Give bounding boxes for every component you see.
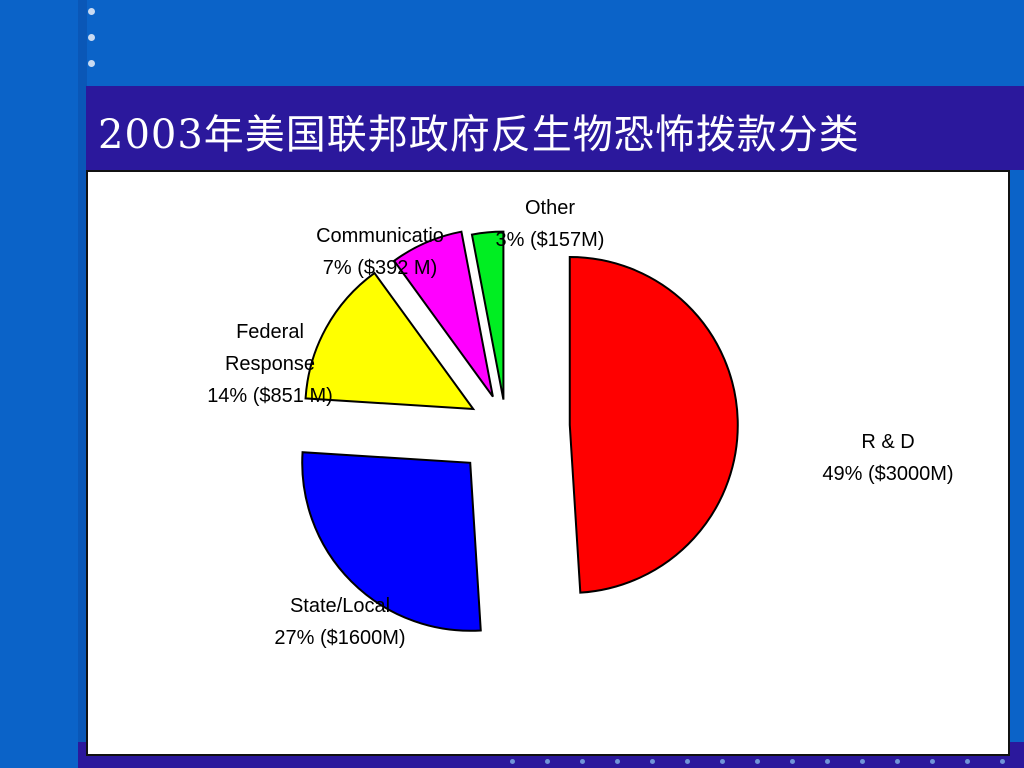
bottom-dot <box>580 759 585 764</box>
bottom-dot <box>965 759 970 764</box>
bottom-dot <box>685 759 690 764</box>
slice-label: 14% ($851 M) <box>207 385 333 407</box>
decorative-dot <box>88 60 95 67</box>
slice-label: State/Local <box>290 595 390 617</box>
title-bar: 2003年美国联邦政府反生物恐怖拨款分类 <box>86 86 1024 170</box>
bottom-dot <box>615 759 620 764</box>
bottom-dot <box>545 759 550 764</box>
bottom-dot <box>1000 759 1005 764</box>
bottom-dot <box>650 759 655 764</box>
slide-title: 2003年美国联邦政府反生物恐怖拨款分类 <box>98 112 860 158</box>
left-accent-band <box>78 0 87 768</box>
pie-slice-communicatio <box>392 230 494 398</box>
bottom-dot <box>825 759 830 764</box>
bottom-dot <box>510 759 515 764</box>
pie-slice-federal-response <box>304 271 476 411</box>
bottom-dot <box>790 759 795 764</box>
decorative-dot <box>88 34 95 41</box>
bottom-dot <box>860 759 865 764</box>
slice-label: R & D <box>861 431 914 453</box>
slice-label: Communicatio <box>316 225 444 247</box>
slice-label: Federal <box>236 321 304 343</box>
slice-label: 7% ($392 M) <box>323 257 438 279</box>
bottom-dot <box>930 759 935 764</box>
slice-label: Response <box>225 353 315 375</box>
bottom-dot <box>755 759 760 764</box>
pie-slice-state-local <box>301 451 482 632</box>
decorative-dot <box>88 8 95 15</box>
slice-label: 49% ($3000M) <box>822 463 953 485</box>
slice-label: Other <box>525 197 575 219</box>
pie-slice-other <box>470 230 505 400</box>
bottom-dot <box>895 759 900 764</box>
bottom-dot <box>720 759 725 764</box>
chart-panel: R & D 49% ($3000M) State/Local 27% ($1600M)… <box>86 170 1010 756</box>
slice-label: 27% ($1600M) <box>274 627 405 649</box>
pie-slice-r-d <box>568 255 739 594</box>
slice-label: 3% ($157M) <box>496 229 605 251</box>
decorative-dots <box>88 8 102 86</box>
pie-chart: R & D 49% ($3000M) State/Local 27% ($1600M)… <box>207 197 953 649</box>
